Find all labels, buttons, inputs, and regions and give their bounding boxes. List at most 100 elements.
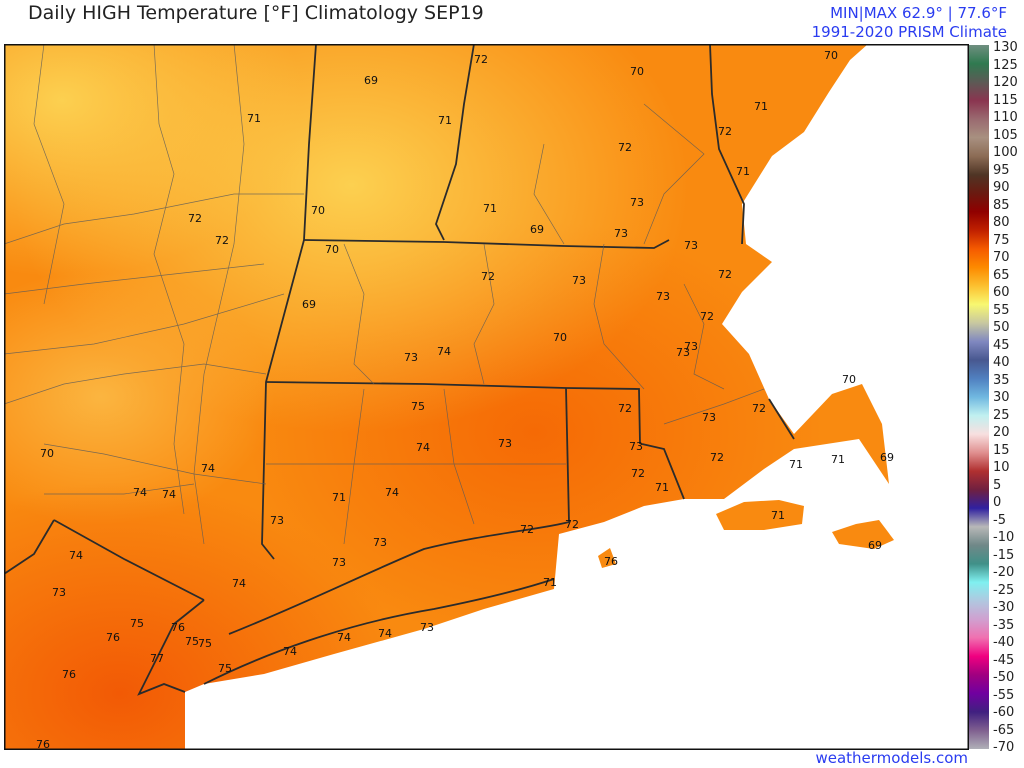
- station-value-label: 72: [215, 234, 229, 247]
- station-value-label: 71: [754, 100, 768, 113]
- colorbar-tick-label: -60: [993, 705, 1015, 721]
- colorbar-tick-label: 80: [993, 215, 1010, 231]
- colorbar-tick-label: 85: [993, 197, 1010, 213]
- station-value-label: 71: [736, 165, 750, 178]
- colorbar-tick-label: 45: [993, 337, 1010, 353]
- colorbar-tick-label: 5: [993, 477, 1002, 493]
- colorbar-tick-label: 25: [993, 407, 1010, 423]
- colorbar-tick-label: -50: [993, 670, 1015, 686]
- station-value-label: 73: [702, 411, 716, 424]
- station-value-label: 71: [771, 509, 785, 522]
- station-value-label: 69: [868, 539, 882, 552]
- island-block: [598, 548, 616, 568]
- colorbar: [969, 45, 989, 749]
- colorbar-tick-label: 120: [993, 75, 1018, 91]
- station-value-label: 72: [752, 402, 766, 415]
- station-value-label: 73: [684, 239, 698, 252]
- station-value-label: 76: [604, 555, 618, 568]
- station-value-label: 73: [684, 340, 698, 353]
- station-value-label: 72: [188, 212, 202, 225]
- colorbar-tick-label: 60: [993, 285, 1010, 301]
- station-value-label: 70: [630, 65, 644, 78]
- colorbar-tick-label: -55: [993, 687, 1015, 703]
- station-value-label: 69: [364, 74, 378, 87]
- station-value-label: 72: [481, 270, 495, 283]
- site-credit[interactable]: weathermodels.com: [815, 749, 968, 767]
- station-value-label: 74: [283, 645, 297, 658]
- station-value-label: 71: [332, 491, 346, 504]
- colorbar-tick-label: 55: [993, 302, 1010, 318]
- colorbar-tick-label: -20: [993, 565, 1015, 581]
- station-value-label: 73: [656, 290, 670, 303]
- station-value-label: 74: [162, 488, 176, 501]
- state-boundaries: [4, 44, 795, 696]
- station-value-label: 72: [565, 518, 579, 531]
- data-source: 1991-2020 PRISM Climate: [811, 23, 1007, 41]
- colorbar-tick-label: -70: [993, 740, 1015, 756]
- colorbar-tick-label: 100: [993, 145, 1018, 161]
- colorbar-tick-label: -30: [993, 600, 1015, 616]
- colorbar-tick-label: -15: [993, 547, 1015, 563]
- station-value-label: 76: [171, 621, 185, 634]
- station-value-label: 73: [404, 351, 418, 364]
- station-value-label: 70: [842, 373, 856, 386]
- station-value-label: 69: [880, 451, 894, 464]
- station-value-label: 70: [824, 49, 838, 62]
- station-value-label: 74: [385, 486, 399, 499]
- station-value-label: 75: [198, 637, 212, 650]
- station-value-label: 72: [710, 451, 724, 464]
- colorbar-tick-label: 35: [993, 372, 1010, 388]
- station-value-label: 71: [789, 458, 803, 471]
- station-value-label: 73: [572, 274, 586, 287]
- station-value-label: 72: [474, 53, 488, 66]
- station-value-label: 74: [69, 549, 83, 562]
- colorbar-tick-label: 30: [993, 390, 1010, 406]
- station-value-label: 73: [270, 514, 284, 527]
- station-value-label: 73: [332, 556, 346, 569]
- station-value-label: 71: [438, 114, 452, 127]
- colorbar-tick-label: -5: [993, 512, 1006, 528]
- station-value-label: 73: [420, 621, 434, 634]
- colorbar-tick-label: -45: [993, 652, 1015, 668]
- station-value-label: 75: [130, 617, 144, 630]
- colorbar-tick-label: 20: [993, 425, 1010, 441]
- colorbar-tick-label: -65: [993, 722, 1015, 738]
- station-value-label: 73: [498, 437, 512, 450]
- station-value-label: 76: [62, 668, 76, 681]
- station-value-label: 76: [36, 738, 50, 750]
- station-value-label: 69: [302, 298, 316, 311]
- colorbar-tick-label: -35: [993, 617, 1015, 633]
- colorbar-tick-label: -40: [993, 635, 1015, 651]
- station-value-label: 72: [618, 402, 632, 415]
- colorbar-tick-label: 0: [993, 495, 1002, 511]
- colorbar-tick-label: -10: [993, 530, 1015, 546]
- station-value-label: 73: [629, 440, 643, 453]
- station-value-label: 73: [373, 536, 387, 549]
- station-value-label: 74: [337, 631, 351, 644]
- map-info: MIN|MAX 62.9° | 77.6°F 1991-2020 PRISM C…: [812, 4, 1007, 42]
- station-value-label: 72: [618, 141, 632, 154]
- station-value-label: 71: [831, 453, 845, 466]
- station-value-label: 73: [676, 346, 690, 359]
- station-value-label: 69: [530, 223, 544, 236]
- colorbar-tick-label: 70: [993, 250, 1010, 266]
- station-value-label: 70: [553, 331, 567, 344]
- station-value-label: 74: [416, 441, 430, 454]
- station-value-label: 72: [520, 523, 534, 536]
- station-value-label: 71: [483, 202, 497, 215]
- colorbar-tick-label: 40: [993, 355, 1010, 371]
- colorbar-tick-label: 110: [993, 110, 1018, 126]
- colorbar-tick-label: 90: [993, 180, 1010, 196]
- map-frame: [4, 44, 969, 750]
- station-value-label: 72: [700, 310, 714, 323]
- station-value-label: 75: [185, 635, 199, 648]
- station-value-label: 70: [325, 243, 339, 256]
- county-boundaries: [4, 44, 765, 545]
- colorbar-tick-label: 125: [993, 57, 1018, 73]
- station-value-label: 71: [247, 112, 261, 125]
- colorbar-tick-label: 95: [993, 162, 1010, 178]
- min-max-readout: MIN|MAX 62.9° | 77.6°F: [830, 4, 1007, 22]
- map-title: Daily HIGH Temperature [°F] Climatology …: [28, 2, 484, 24]
